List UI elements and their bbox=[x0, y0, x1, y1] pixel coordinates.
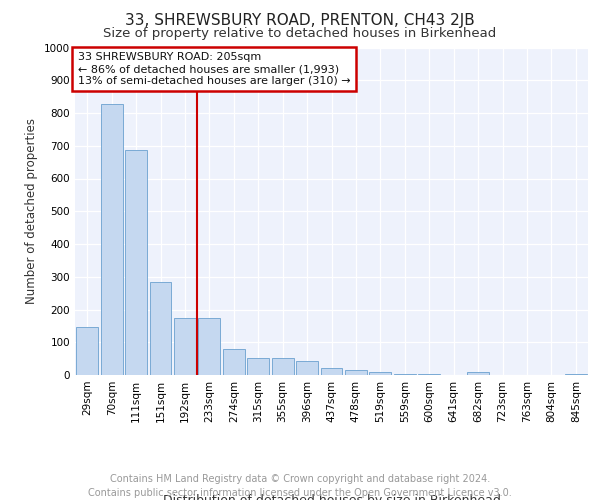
Bar bbox=[174, 318, 196, 375]
Y-axis label: Number of detached properties: Number of detached properties bbox=[25, 118, 38, 304]
Bar bbox=[125, 150, 147, 375]
Bar bbox=[394, 374, 416, 375]
Bar bbox=[149, 282, 172, 375]
Text: 33 SHREWSBURY ROAD: 205sqm
← 86% of detached houses are smaller (1,993)
13% of s: 33 SHREWSBURY ROAD: 205sqm ← 86% of deta… bbox=[77, 52, 350, 86]
Bar bbox=[76, 326, 98, 375]
Text: 33, SHREWSBURY ROAD, PRENTON, CH43 2JB: 33, SHREWSBURY ROAD, PRENTON, CH43 2JB bbox=[125, 12, 475, 28]
Text: Contains HM Land Registry data © Crown copyright and database right 2024.
Contai: Contains HM Land Registry data © Crown c… bbox=[88, 474, 512, 498]
Bar bbox=[467, 372, 489, 375]
X-axis label: Distribution of detached houses by size in Birkenhead: Distribution of detached houses by size … bbox=[163, 494, 500, 500]
Bar bbox=[199, 318, 220, 375]
Bar bbox=[418, 374, 440, 375]
Bar bbox=[101, 104, 122, 375]
Bar bbox=[565, 374, 587, 375]
Bar bbox=[272, 358, 293, 375]
Bar bbox=[320, 368, 343, 375]
Bar bbox=[247, 358, 269, 375]
Bar bbox=[345, 370, 367, 375]
Bar bbox=[223, 349, 245, 375]
Bar bbox=[296, 361, 318, 375]
Text: Size of property relative to detached houses in Birkenhead: Size of property relative to detached ho… bbox=[103, 28, 497, 40]
Bar bbox=[370, 372, 391, 375]
